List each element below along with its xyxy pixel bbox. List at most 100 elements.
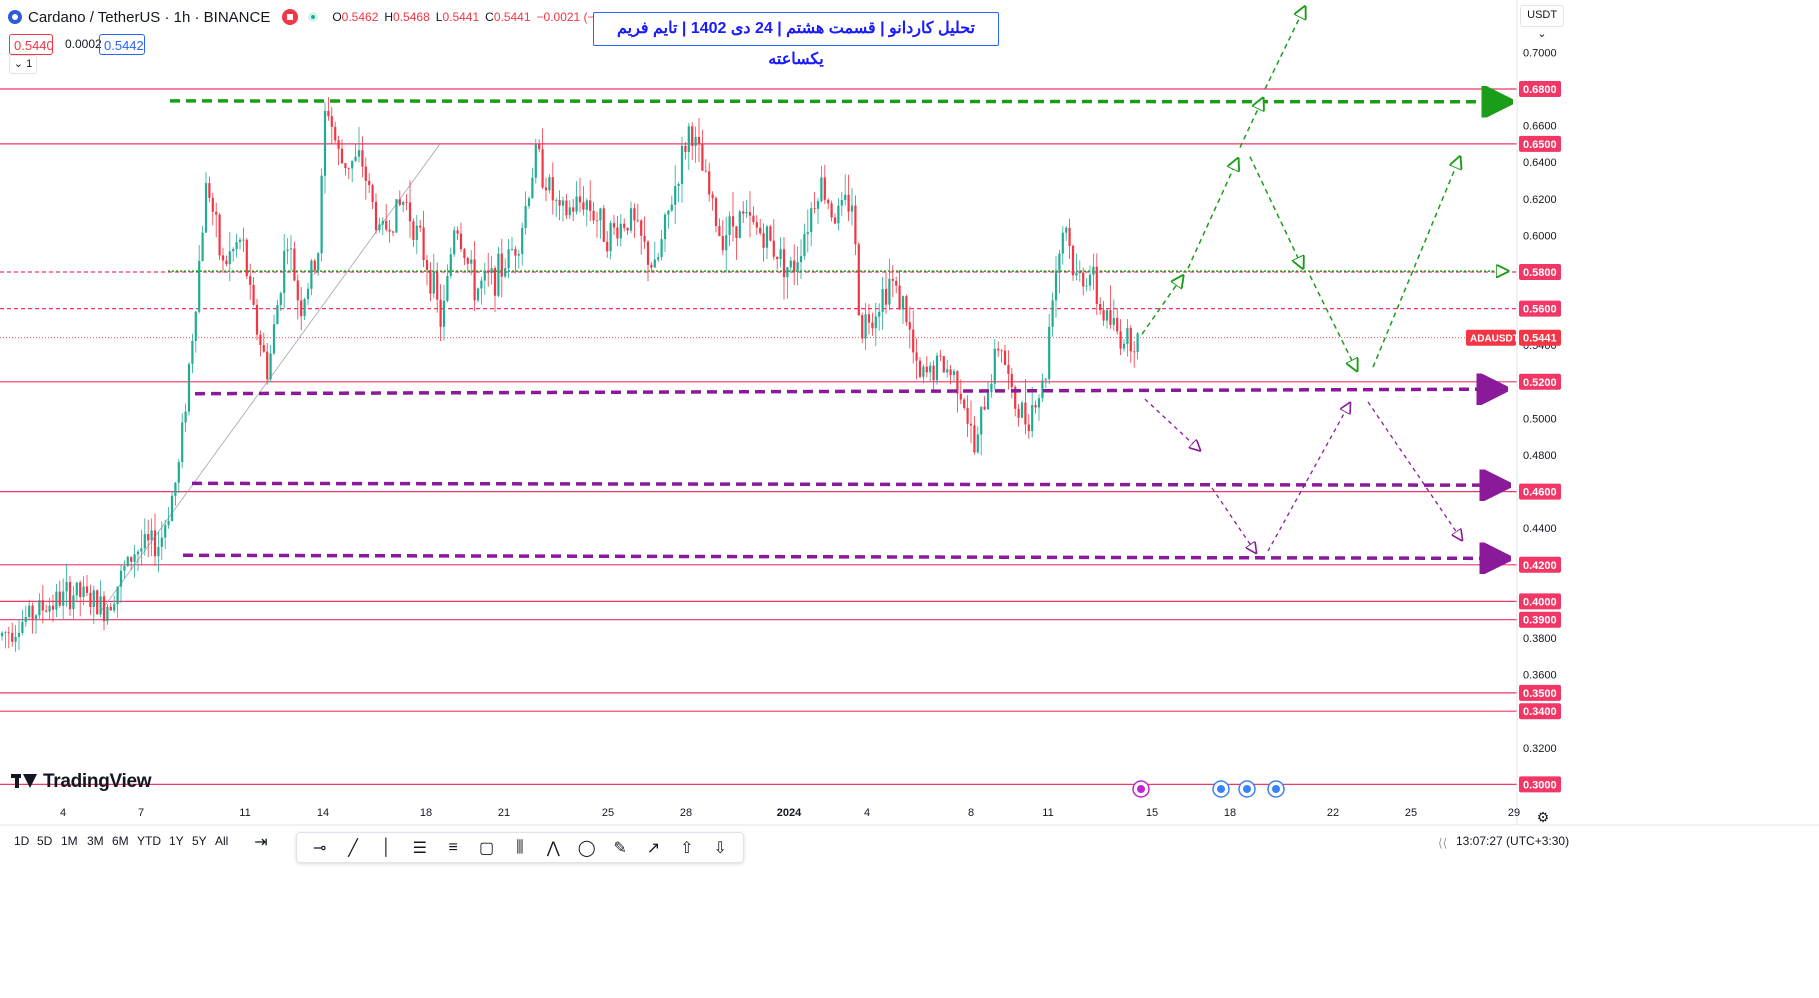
buy-price-button[interactable]: 0.5442 [99, 34, 145, 55]
candle [143, 518, 146, 556]
candle [544, 177, 548, 202]
candle [898, 269, 901, 310]
candle [701, 129, 704, 171]
timeframe-all[interactable]: All [215, 834, 229, 848]
candle [850, 188, 854, 226]
candle [1099, 297, 1102, 315]
candle [483, 262, 486, 295]
candle [408, 180, 412, 238]
clock[interactable]: 13:07:27 (UTC+3:30) [1456, 834, 1570, 848]
goto-date-icon[interactable]: ⇥ [254, 834, 268, 851]
candle [395, 198, 398, 233]
circle-icon[interactable]: ◯ [577, 839, 596, 857]
projection-arrow [1249, 156, 1303, 269]
timeframe-ytd[interactable]: YTD [137, 834, 161, 848]
candle [878, 303, 881, 331]
candle [1119, 319, 1122, 356]
candle [891, 265, 894, 298]
candle [289, 235, 293, 271]
candle [279, 291, 282, 312]
candle [929, 362, 932, 382]
candle [687, 123, 690, 170]
timeframe-1m[interactable]: 1M [61, 834, 78, 848]
candle [191, 333, 194, 374]
tradingview-logo[interactable]: TradingView [11, 771, 152, 793]
candle [490, 255, 493, 285]
candle [235, 233, 238, 258]
candle [745, 200, 748, 218]
flag-icon[interactable] [282, 9, 299, 25]
candle [796, 246, 799, 286]
brush-icon[interactable]: ✎ [613, 839, 627, 857]
sell-price-button[interactable]: 0.5440 [9, 34, 54, 55]
candle [480, 276, 483, 305]
market-status-icon[interactable] [308, 12, 319, 22]
vertical-line-icon[interactable]: │ [381, 838, 392, 856]
candle [660, 229, 663, 261]
candle [306, 282, 310, 306]
candle [425, 254, 429, 286]
candle [555, 197, 558, 217]
price-tick: 0.3600 [1523, 670, 1557, 682]
arrow-icon[interactable]: ↗ [646, 839, 661, 857]
arrow-down-icon[interactable]: ⇩ [713, 839, 727, 857]
candle [89, 584, 92, 615]
candle [259, 330, 262, 357]
candle [1092, 253, 1095, 290]
candle [58, 580, 61, 608]
candle [1003, 344, 1007, 366]
timeframe-5d[interactable]: 5D [37, 834, 53, 848]
candle [765, 224, 769, 260]
candle [327, 97, 330, 121]
candle [718, 218, 721, 237]
candle [735, 225, 738, 260]
trend-line-icon[interactable]: ╱ [348, 839, 358, 857]
candle [167, 507, 170, 529]
indicators-collapse-button[interactable]: ⌄ 1 [9, 55, 37, 74]
candle [300, 286, 303, 331]
candle [184, 403, 187, 433]
level-price-label: 0.5800 [1523, 267, 1557, 279]
candle [1116, 308, 1119, 335]
time-tick: 25 [1405, 807, 1417, 819]
level-price-label: 0.4200 [1523, 560, 1557, 572]
currency-selector[interactable]: USDT ⌄ [1520, 5, 1564, 40]
fib-icon[interactable]: ⫼ [516, 838, 524, 856]
pattern-icon[interactable]: ⋀ [546, 839, 560, 857]
candle [1051, 292, 1054, 337]
rectangle-icon[interactable]: ▢ [479, 839, 495, 857]
time-tick: 18 [1224, 807, 1236, 819]
timeframe-3m[interactable]: 3M [87, 834, 104, 848]
timeframe-6m[interactable]: 6M [112, 834, 129, 848]
candle [1044, 377, 1047, 389]
time-tick: 11 [239, 807, 250, 819]
regression-icon[interactable]: ≡ [448, 838, 458, 856]
timeframe-1d[interactable]: 1D [14, 834, 30, 848]
candle [147, 519, 150, 558]
candle [374, 193, 378, 234]
price-tick: 0.6000 [1523, 230, 1557, 242]
candle [140, 529, 143, 566]
horizontal-ray-icon[interactable]: ⊸ [312, 839, 327, 857]
arrow-up-icon[interactable]: ⇧ [680, 839, 694, 857]
candle [368, 173, 371, 194]
candle [463, 248, 466, 266]
candle [918, 357, 922, 379]
candle [1068, 218, 1071, 260]
candle [79, 580, 82, 617]
candle [119, 564, 123, 603]
candle [215, 202, 218, 238]
spread-value: 0.0002 [65, 37, 102, 51]
scroll-handle-icon[interactable]: ⟨⟨ [1438, 836, 1448, 850]
time-tick: 2024 [777, 807, 802, 819]
timeframe-5y[interactable]: 5Y [192, 834, 207, 848]
candle [1136, 332, 1139, 360]
candle [41, 585, 44, 624]
chart-settings-icon[interactable]: ⚙ [1536, 809, 1550, 825]
candle [364, 157, 367, 200]
timeframe-1y[interactable]: 1Y [169, 834, 184, 848]
symbol-title[interactable]: Cardano / TetherUS · 1h · BINANCE [28, 8, 271, 26]
parallel-channel-icon[interactable]: ☰ [412, 839, 427, 857]
candle [385, 203, 388, 232]
